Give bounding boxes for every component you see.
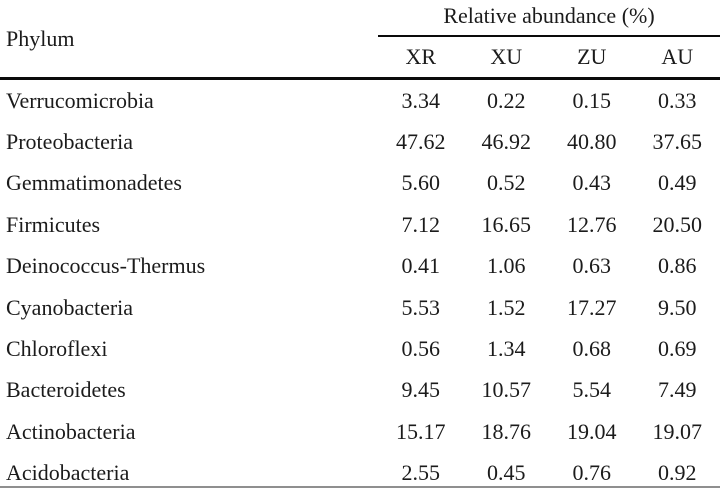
abundance-value-cell: 2.55 <box>401 460 441 486</box>
table-row: Acidobacteria 2.55 0.45 0.76 0.92 <box>0 453 720 488</box>
table-row: Chloroflexi 0.56 1.34 0.68 0.69 <box>0 328 720 369</box>
abundance-value-cell: 1.06 <box>487 253 526 279</box>
sample-column-headers: XR XU ZU AU <box>378 37 720 77</box>
abundance-value-cell: 19.04 <box>567 418 617 444</box>
abundance-value-cell: 5.54 <box>572 377 612 403</box>
table-row: Cyanobacteria 5.53 1.52 17.27 9.50 <box>0 287 720 328</box>
table-row: Deinococcus-Thermus 0.41 1.06 0.63 0.86 <box>0 246 720 287</box>
group-header-relative-abundance: Relative abundance (%) <box>378 0 720 37</box>
table-header: Phylum Relative abundance (%) XR XU ZU A… <box>0 0 720 80</box>
abundance-value-cell: 20.50 <box>652 211 703 237</box>
abundance-value-cell: 0.69 <box>658 336 697 362</box>
abundance-value-cell: 0.52 <box>487 170 526 196</box>
abundance-value-cell: 1.52 <box>487 294 526 320</box>
phylum-name-cell: Cyanobacteria <box>6 294 134 320</box>
abundance-value-cell: 0.43 <box>572 170 612 196</box>
abundance-value-cell: 37.65 <box>652 129 703 155</box>
table-row: Firmicutes 7.12 16.65 12.76 20.50 <box>0 204 720 245</box>
table-row: Verrucomicrobia 3.34 0.22 0.15 0.33 <box>0 80 720 121</box>
column-header-xu: XU <box>490 44 523 69</box>
abundance-value-cell: 10.57 <box>481 377 532 403</box>
phylum-column-header: Phylum <box>6 25 75 51</box>
column-header-au: AU <box>661 44 694 69</box>
abundance-value-cell: 47.62 <box>396 129 446 155</box>
abundance-value-cell: 40.80 <box>567 129 617 155</box>
table-row: Gemmatimonadetes 5.60 0.52 0.43 0.49 <box>0 163 720 204</box>
abundance-value-cell: 0.63 <box>572 253 612 279</box>
abundance-value-cell: 3.34 <box>401 87 441 113</box>
abundance-value-cell: 0.15 <box>572 87 612 113</box>
column-header-zu: ZU <box>577 44 607 69</box>
abundance-value-cell: 16.65 <box>481 211 532 237</box>
abundance-value-cell: 0.68 <box>572 336 612 362</box>
abundance-value-cell: 18.76 <box>481 418 532 444</box>
abundance-value-cell: 0.86 <box>658 253 697 279</box>
phylum-name-cell: Acidobacteria <box>6 460 130 486</box>
phylum-name-cell: Actinobacteria <box>6 418 136 444</box>
abundance-value-cell: 0.56 <box>401 336 441 362</box>
abundance-value-cell: 0.76 <box>572 460 612 486</box>
abundance-value-cell: 7.49 <box>658 377 697 403</box>
abundance-value-cell: 17.27 <box>567 294 617 320</box>
column-header-xr: XR <box>405 44 437 69</box>
abundance-value-cell: 0.22 <box>487 87 526 113</box>
bottom-rule <box>0 486 720 488</box>
abundance-value-cell: 0.49 <box>658 170 697 196</box>
abundance-value-cell: 9.50 <box>658 294 697 320</box>
relative-abundance-group: Relative abundance (%) XR XU ZU AU <box>378 0 720 77</box>
phylum-name-cell: Deinococcus-Thermus <box>6 253 206 279</box>
abundance-value-cell: 0.41 <box>401 253 441 279</box>
abundance-value-cell: 5.53 <box>401 294 441 320</box>
phylum-name-cell: Gemmatimonadetes <box>6 170 182 196</box>
phylum-name-cell: Proteobacteria <box>6 129 134 155</box>
phylum-name-cell: Firmicutes <box>6 211 101 237</box>
phylum-name-cell: Chloroflexi <box>6 336 108 362</box>
abundance-value-cell: 1.34 <box>487 336 526 362</box>
abundance-value-cell: 5.60 <box>401 170 441 196</box>
abundance-value-cell: 7.12 <box>401 211 441 237</box>
table-row: Bacteroidetes 9.45 10.57 5.54 7.49 <box>0 370 720 411</box>
table-body: Verrucomicrobia 3.34 0.22 0.15 0.33 Prot… <box>0 80 720 488</box>
abundance-value-cell: 0.92 <box>658 460 697 486</box>
phylum-name-cell: Verrucomicrobia <box>6 87 154 113</box>
abundance-value-cell: 19.07 <box>652 418 703 444</box>
abundance-value-cell: 0.33 <box>658 87 697 113</box>
table-row: Proteobacteria 47.62 46.92 40.80 37.65 <box>0 121 720 162</box>
abundance-value-cell: 0.45 <box>487 460 526 486</box>
abundance-value-cell: 9.45 <box>401 377 441 403</box>
abundance-value-cell: 46.92 <box>481 129 532 155</box>
abundance-value-cell: 15.17 <box>396 418 446 444</box>
phylum-name-cell: Bacteroidetes <box>6 377 126 403</box>
table-row: Actinobacteria 15.17 18.76 19.04 19.07 <box>0 411 720 452</box>
abundance-value-cell: 12.76 <box>567 211 617 237</box>
